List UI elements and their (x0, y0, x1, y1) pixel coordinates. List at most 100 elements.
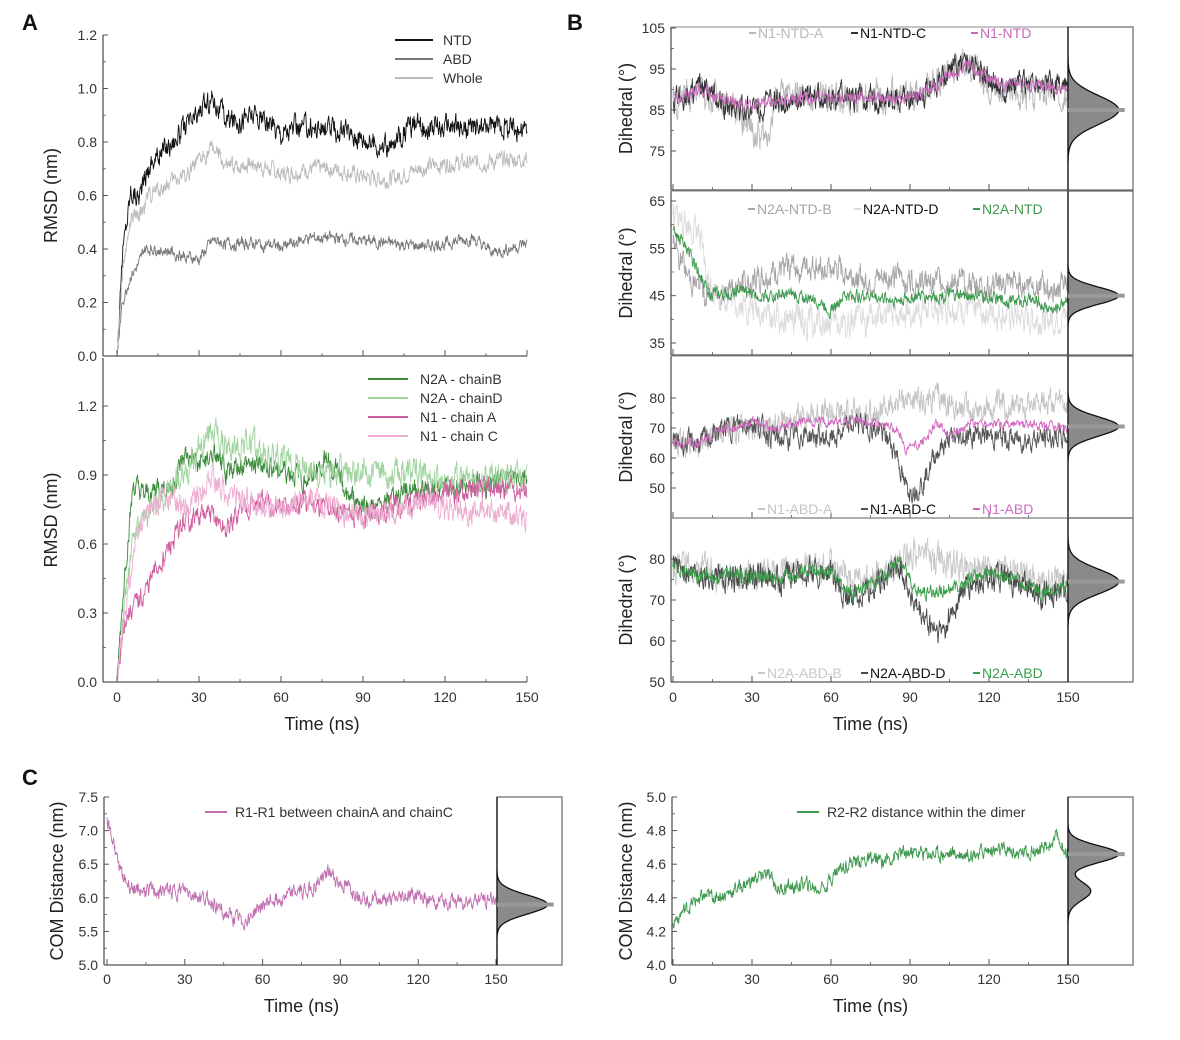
series-line-r1-r1-between-chaina-and-chainc (106, 817, 497, 931)
chart-c-left: 5.0 5.5 6.0 6.5 7.0 7.5 0 30 60 90 120 150 Time (ns)… (47, 789, 563, 1016)
series-line-n2a-abd-d (672, 554, 1069, 644)
y-tick-label: 0.0 (78, 674, 98, 690)
y-tick-label: 0.9 (78, 467, 98, 483)
legend-label: Whole (443, 70, 483, 86)
histogram-peak-bar (1068, 579, 1125, 584)
y-tick-label: 50 (649, 674, 665, 690)
y-tick-label: 6.0 (79, 890, 99, 906)
y-tick-label: 0.2 (78, 295, 98, 311)
chart-a-top: 0.0 0.2 0.4 0.6 0.8 1.0 1.2 RMSD (nm) NTD ABD Whol… (41, 27, 528, 364)
y-axis-title: Dihedral (°) (616, 554, 636, 645)
legend: N2A - chainB N2A - chainD N1 - chain A N1 -… (368, 371, 502, 444)
legend-label: N1-NTD-C (860, 25, 926, 41)
x-tick-label: 0 (103, 971, 111, 987)
x-tick-label: 30 (191, 689, 207, 705)
y-tick-label: 95 (649, 61, 665, 77)
y-tick-label: 35 (649, 335, 665, 351)
y-tick-label: 0.8 (78, 134, 98, 150)
x-axis-title: Time (ns) (833, 714, 908, 734)
histogram-peak-bar (1068, 108, 1125, 112)
x-tick-label: 0 (113, 689, 121, 705)
y-tick-label: 85 (649, 102, 665, 118)
y-axis-title: COM Distance (nm) (616, 801, 636, 960)
histogram-peak-bar (1068, 293, 1125, 298)
legend-label: N1-ABD-C (870, 501, 936, 517)
legend-label: N1 - chain A (420, 409, 497, 425)
y-tick-label: 4.4 (647, 890, 667, 906)
y-tick-label: 1.2 (78, 398, 98, 414)
y-tick-label: 0.4 (78, 241, 98, 257)
chart-c-right: 4.0 4.2 4.4 4.6 4.8 5.0 0 30 60 90 120 150 Time (ns)… (616, 789, 1134, 1016)
series-line-n1-abd-a (672, 382, 1069, 459)
y-tick-label: 7.5 (79, 789, 99, 805)
legend: R1-R1 between chainA and chainC (205, 804, 453, 820)
panel-label-c: C (22, 765, 38, 790)
x-tick-label: 90 (902, 689, 918, 705)
y-tick-label: 5.0 (79, 957, 99, 973)
x-tick-label: 120 (407, 971, 431, 987)
legend-label: NTD (443, 32, 472, 48)
x-tick-label: 120 (977, 971, 1001, 987)
series-line-n1-chain-a (116, 474, 528, 682)
x-tick-label: 0 (669, 689, 677, 705)
charts-layer: 0.0 0.2 0.4 0.6 0.8 1.0 1.2 RMSD (nm) NTD ABD Whol… (41, 20, 1134, 1016)
y-axis-title: Dihedral (°) (616, 391, 636, 482)
series-line-whole (116, 140, 528, 356)
histogram-peak-bar (497, 902, 554, 907)
x-tick-label: 90 (333, 971, 349, 987)
legend: N1-ABD-A N1-ABD-C N1-ABD (758, 501, 1033, 517)
legend-label: N1-NTD-A (758, 25, 824, 41)
histogram-density (496, 797, 549, 965)
histogram-peak-bar (1068, 852, 1125, 857)
x-tick-label: 0 (669, 971, 677, 987)
x-axis-title: Time (ns) (833, 996, 908, 1016)
series-line-n1-ntd-c (672, 52, 1069, 123)
legend-label: N2A-ABD-B (767, 665, 842, 681)
y-tick-label: 65 (649, 193, 665, 209)
x-tick-label: 60 (255, 971, 271, 987)
y-tick-label: 0.3 (78, 605, 98, 621)
legend-label: N2A-NTD-D (863, 201, 938, 217)
x-tick-label: 150 (515, 689, 539, 705)
panel-label-a: A (22, 10, 38, 35)
y-axis-title: RMSD (nm) (41, 148, 61, 243)
chart-a-bottom: 0.0 0.3 0.6 0.9 1.2 0 30 60 90 120 150 Time (ns) RMS… (41, 358, 539, 734)
legend-label: N2A - chainB (420, 371, 502, 387)
x-tick-label: 60 (823, 971, 839, 987)
x-tick-label: 150 (484, 971, 508, 987)
legend: N2A-NTD-B N2A-NTD-D N2A-NTD (748, 201, 1043, 217)
x-tick-label: 30 (177, 971, 193, 987)
legend-label: N1 - chain C (420, 428, 498, 444)
y-tick-label: 4.2 (647, 923, 667, 939)
y-axis-title: RMSD (nm) (41, 473, 61, 568)
y-tick-label: 7.0 (79, 823, 99, 839)
y-tick-label: 6.5 (79, 856, 99, 872)
histogram-frame (1067, 190, 1134, 356)
legend-label: N2A-NTD (982, 201, 1043, 217)
series-line-n2a-ntd-b (672, 234, 1069, 311)
x-tick-label: 30 (744, 689, 760, 705)
y-tick-label: 0.0 (78, 348, 98, 364)
histogram-density (1067, 356, 1120, 518)
legend-label: N1-NTD (980, 25, 1031, 41)
series-line-ntd (116, 90, 528, 356)
legend-label: R1-R1 between chainA and chainC (235, 804, 453, 820)
x-tick-label: 60 (823, 689, 839, 705)
y-tick-label: 60 (649, 633, 665, 649)
legend: N1-NTD-A N1-NTD-C N1-NTD (749, 25, 1031, 41)
series-line-abd (116, 230, 528, 356)
y-tick-label: 80 (649, 390, 665, 406)
panel-label-b: B (567, 10, 583, 35)
legend-label: R2-R2 distance within the dimer (827, 804, 1026, 820)
y-tick-label: 0.6 (78, 188, 98, 204)
legend: NTD ABD Whole (395, 32, 483, 86)
y-tick-label: 5.5 (79, 923, 99, 939)
chart-b-4: 50 60 70 80 0 30 60 90 120 150 Time (ns) Dihedral (… (616, 517, 1134, 734)
legend-label: N2A-ABD (982, 665, 1043, 681)
y-axis-title: Dihedral (°) (616, 227, 636, 318)
series-line-n2a-chaind (116, 417, 528, 682)
